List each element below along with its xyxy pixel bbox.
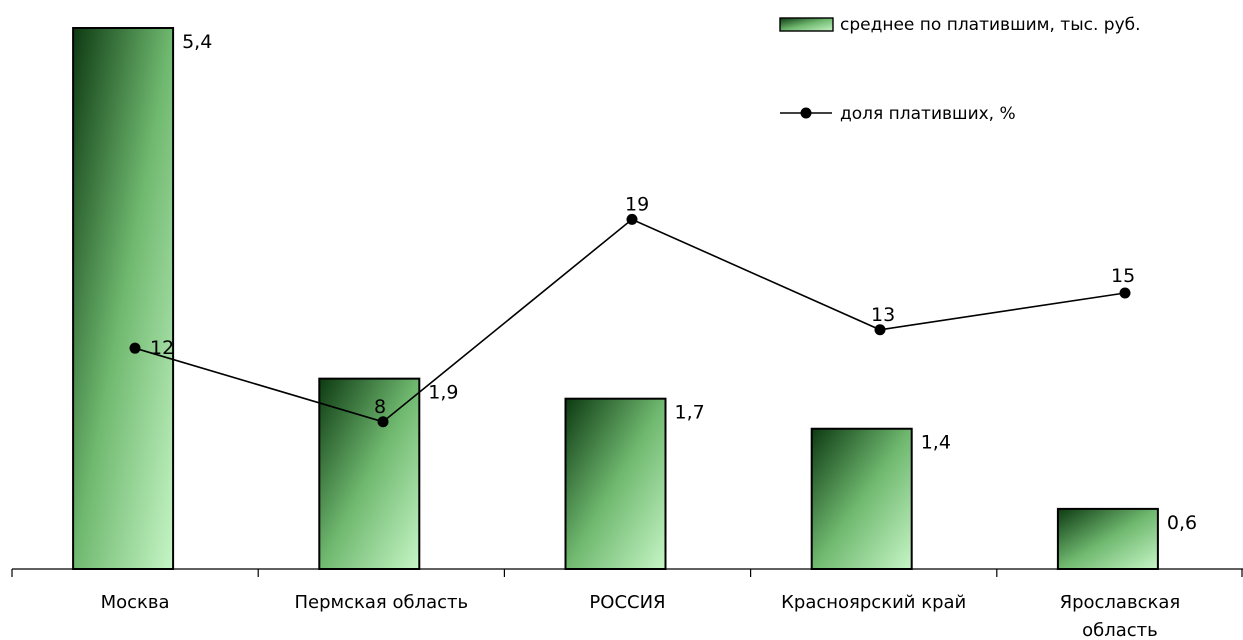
line-point-2 [626, 213, 638, 225]
line-point-3 [874, 324, 886, 336]
bar-2 [564, 397, 667, 570]
bar-value-label-0: 5,4 [182, 31, 212, 53]
bar-value-label-2: 1,7 [675, 402, 705, 424]
bar-series: 5,4 1,9 1,7 1,4 0,6 [72, 27, 1197, 571]
line-value-label-1: 8 [374, 396, 386, 418]
legend: среднее по платившим, тыс. руб. доля плат… [779, 15, 1141, 124]
category-label-3: Красноярский край [781, 592, 966, 613]
legend-line-marker [800, 107, 812, 119]
bar-4 [1056, 507, 1159, 570]
line-value-label-2: 19 [625, 193, 649, 215]
line-point-0 [129, 342, 141, 354]
x-axis [11, 568, 1243, 577]
category-label-4-line-0: Ярославская [1060, 592, 1181, 613]
line-value-label-3: 13 [871, 304, 895, 326]
line-point-4 [1119, 287, 1131, 299]
bar-value-label-4: 0,6 [1167, 512, 1197, 534]
bar-value-label-1: 1,9 [428, 382, 458, 404]
category-label-1: Пермская область [294, 592, 468, 613]
bar-1 [318, 377, 421, 571]
line-value-label-0: 12 [150, 337, 174, 359]
category-label-0: Москва [101, 592, 170, 613]
category-labels: Москва Пермская область РОССИЯ Красноярский… [101, 592, 1181, 640]
legend-bar-swatch [779, 17, 834, 32]
category-label-2: РОССИЯ [589, 592, 665, 613]
line-path [134, 218, 1126, 423]
bar-3 [810, 427, 913, 571]
category-label-4-line-1: область [1082, 620, 1158, 640]
legend-bar-label: среднее по платившим, тыс. руб. [840, 15, 1141, 35]
line-value-label-4: 15 [1111, 265, 1135, 287]
line-point-1 [377, 416, 389, 428]
bar-0 [72, 27, 175, 570]
bar-value-label-3: 1,4 [921, 432, 951, 454]
legend-line-label: доля плативших, % [840, 104, 1016, 124]
line-series: 12 8 19 13 15 [129, 193, 1135, 428]
